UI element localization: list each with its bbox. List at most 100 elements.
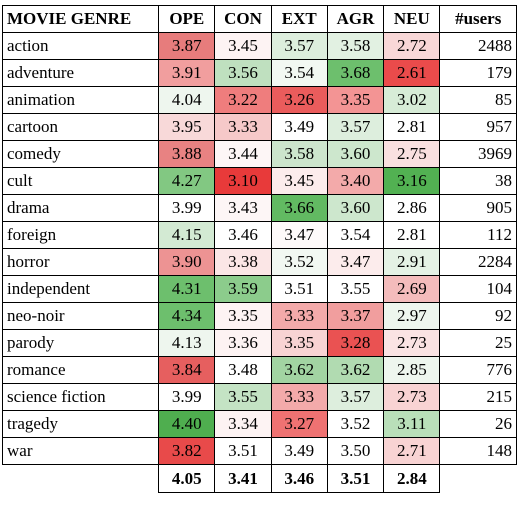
ext-cell: 3.26: [270, 86, 328, 114]
ext-cell: 3.54: [270, 59, 328, 87]
agr-cell: 3.60: [326, 194, 385, 222]
table-row: romance 3.84 3.48 3.62 3.62 2.85 776: [1, 356, 517, 384]
table-row: foreign 4.15 3.46 3.47 3.54 2.81 112: [1, 221, 517, 249]
summary-row: 4.05 3.41 3.46 3.51 2.84: [2, 464, 517, 493]
genre-cell: horror: [1, 248, 160, 276]
con-cell: 3.33: [214, 113, 272, 141]
users-cell: 179: [439, 59, 517, 87]
header-agr: AGR: [326, 5, 385, 33]
ope-cell: 4.13: [158, 329, 216, 357]
genre-cell: romance: [1, 356, 160, 384]
con-cell: 3.34: [214, 410, 272, 438]
neu-cell: 2.69: [383, 275, 441, 303]
con-cell: 3.36: [214, 329, 272, 357]
genre-cell: neo-noir: [1, 302, 160, 330]
neu-cell: 2.73: [383, 383, 441, 411]
genre-cell: cult: [1, 167, 160, 195]
users-cell: 776: [439, 356, 517, 384]
agr-cell: 3.55: [326, 275, 385, 303]
ext-cell: 3.62: [270, 356, 328, 384]
ext-cell: 3.45: [270, 167, 328, 195]
neu-cell: 2.75: [383, 140, 441, 168]
ope-cell: 3.84: [158, 356, 216, 384]
ope-cell: 3.99: [158, 194, 216, 222]
users-cell: 3969: [439, 140, 517, 168]
con-cell: 3.22: [214, 86, 272, 114]
neu-cell: 2.81: [383, 113, 441, 141]
ope-cell: 3.82: [158, 437, 216, 465]
users-cell: 957: [439, 113, 517, 141]
neu-cell: 2.97: [383, 302, 441, 330]
con-cell: 3.44: [214, 140, 272, 168]
agr-cell: 3.37: [326, 302, 385, 330]
genre-cell: science fiction: [1, 383, 160, 411]
summary-users-cell: [439, 464, 517, 493]
table-row: independent 4.31 3.59 3.51 3.55 2.69 104: [1, 275, 517, 303]
summary-ope: 4.05: [158, 464, 216, 493]
agr-cell: 3.57: [326, 383, 385, 411]
agr-cell: 3.50: [326, 437, 385, 465]
neu-cell: 2.91: [383, 248, 441, 276]
table-row: science fiction 3.99 3.55 3.33 3.57 2.73 215: [1, 383, 517, 411]
ext-cell: 3.51: [270, 275, 328, 303]
genre-cell: foreign: [1, 221, 160, 249]
table-body: action 3.87 3.45 3.57 3.58 2.72 2488 adventure 3…: [1, 32, 517, 465]
ope-cell: 4.31: [158, 275, 216, 303]
genre-cell: cartoon: [1, 113, 160, 141]
agr-cell: 3.35: [326, 86, 385, 114]
genre-cell: comedy: [1, 140, 160, 168]
ext-cell: 3.57: [270, 32, 328, 60]
users-cell: 25: [439, 329, 517, 357]
con-cell: 3.43: [214, 194, 272, 222]
header-ope: OPE: [158, 5, 216, 33]
con-cell: 3.10: [214, 167, 272, 195]
ope-cell: 4.40: [158, 410, 216, 438]
users-cell: 112: [439, 221, 517, 249]
table-row: neo-noir 4.34 3.35 3.33 3.37 2.97 92: [1, 302, 517, 330]
con-cell: 3.51: [214, 437, 272, 465]
header-genre: MOVIE GENRE: [1, 5, 160, 33]
con-cell: 3.56: [214, 59, 272, 87]
genre-cell: drama: [1, 194, 160, 222]
table-row: tragedy 4.40 3.34 3.27 3.52 3.11 26: [1, 410, 517, 438]
users-cell: 148: [439, 437, 517, 465]
agr-cell: 3.47: [326, 248, 385, 276]
table-row: animation 4.04 3.22 3.26 3.35 3.02 85: [1, 86, 517, 114]
neu-cell: 3.02: [383, 86, 441, 114]
ext-cell: 3.27: [270, 410, 328, 438]
summary-ext: 3.46: [270, 464, 328, 493]
ope-cell: 4.34: [158, 302, 216, 330]
ope-cell: 4.15: [158, 221, 216, 249]
header-neu: NEU: [383, 5, 441, 33]
ope-cell: 3.95: [158, 113, 216, 141]
genre-cell: adventure: [1, 59, 160, 87]
users-cell: 92: [439, 302, 517, 330]
ext-cell: 3.47: [270, 221, 328, 249]
neu-cell: 2.73: [383, 329, 441, 357]
neu-cell: 2.86: [383, 194, 441, 222]
neu-cell: 2.85: [383, 356, 441, 384]
agr-cell: 3.40: [326, 167, 385, 195]
ope-cell: 3.91: [158, 59, 216, 87]
con-cell: 3.48: [214, 356, 272, 384]
users-cell: 905: [439, 194, 517, 222]
summary-agr: 3.51: [326, 464, 385, 493]
con-cell: 3.55: [214, 383, 272, 411]
table-row: cartoon 3.95 3.33 3.49 3.57 2.81 957: [1, 113, 517, 141]
table-row: drama 3.99 3.43 3.66 3.60 2.86 905: [1, 194, 517, 222]
users-cell: 85: [439, 86, 517, 114]
ext-cell: 3.33: [270, 302, 328, 330]
ext-cell: 3.52: [270, 248, 328, 276]
summary-neu: 2.84: [383, 464, 441, 493]
agr-cell: 3.60: [326, 140, 385, 168]
ext-cell: 3.33: [270, 383, 328, 411]
con-cell: 3.46: [214, 221, 272, 249]
table-row: horror 3.90 3.38 3.52 3.47 2.91 2284: [1, 248, 517, 276]
ext-cell: 3.49: [270, 113, 328, 141]
users-cell: 104: [439, 275, 517, 303]
agr-cell: 3.58: [326, 32, 385, 60]
users-cell: 38: [439, 167, 517, 195]
con-cell: 3.38: [214, 248, 272, 276]
ext-cell: 3.49: [270, 437, 328, 465]
users-cell: 26: [439, 410, 517, 438]
